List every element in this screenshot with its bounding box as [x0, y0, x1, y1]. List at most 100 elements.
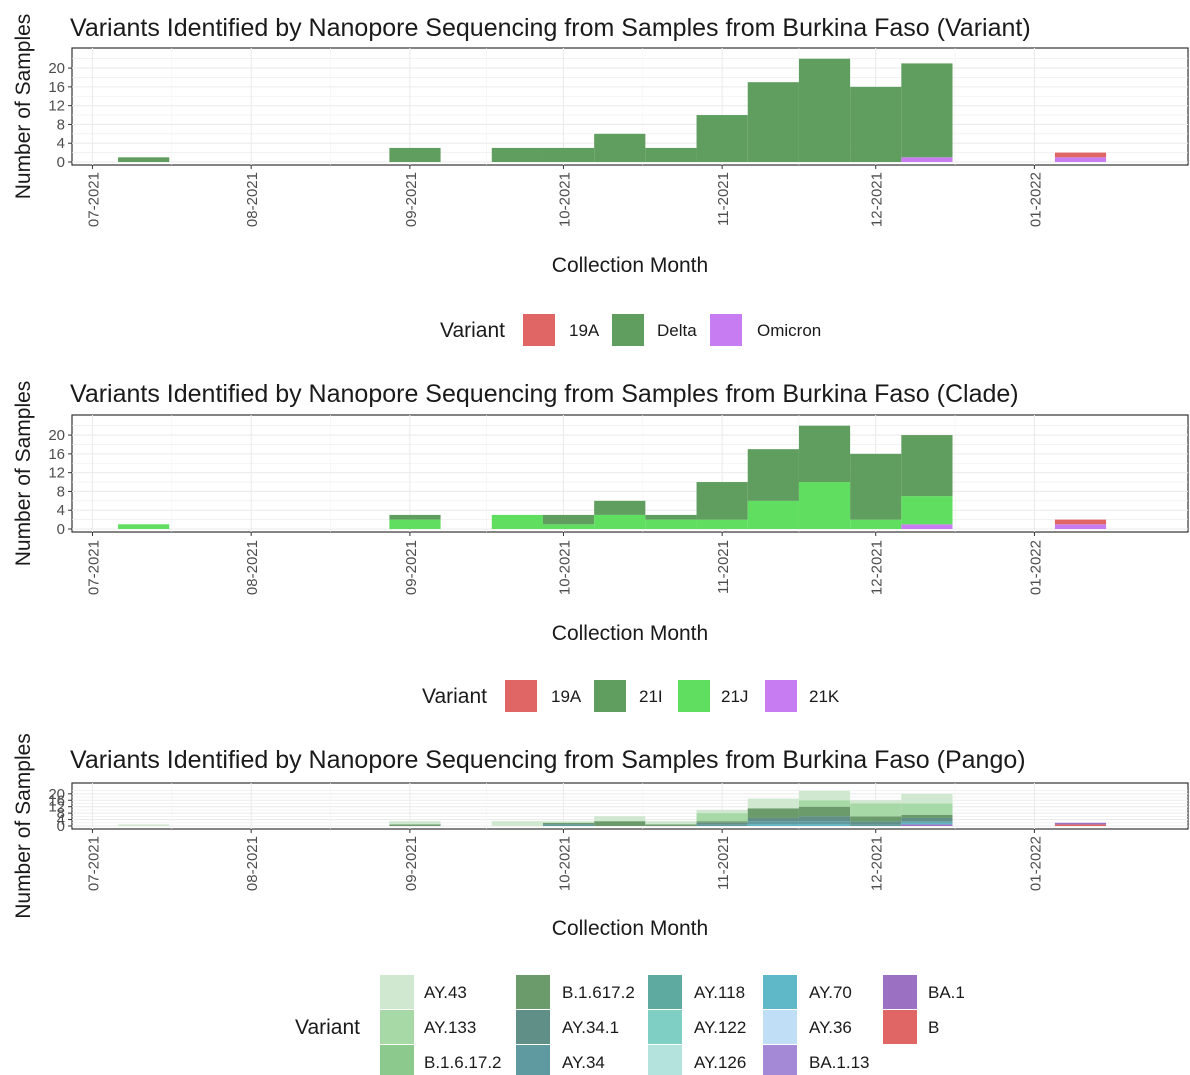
legend-label: B.1.617.2 — [562, 983, 635, 1002]
bar-AY.133 — [850, 803, 902, 817]
legend-label: AY.126 — [694, 1053, 746, 1072]
bar-BA.1 — [901, 824, 953, 826]
y-tick-label: 0 — [57, 154, 65, 171]
x-tick-label: 10-2021 — [556, 836, 573, 891]
legend-key — [380, 975, 414, 1009]
bar-21K — [901, 524, 953, 529]
legend-label: AY.70 — [809, 983, 852, 1002]
legend: Variant 19A Delta Omicron — [440, 314, 821, 346]
bar-AY.43 — [594, 816, 646, 822]
x-tick-label: 12-2021 — [869, 172, 886, 227]
bar-AY.34.1 — [747, 817, 799, 822]
legend-key — [516, 975, 550, 1009]
bar-Delta — [645, 147, 697, 162]
bar-21J — [696, 519, 748, 529]
bar-21J — [491, 514, 543, 529]
x-axis: 07-2021 08-2021 09-2021 10-2021 11-2021 12-20… — [85, 829, 1044, 891]
legend-label: AY.133 — [424, 1018, 476, 1037]
bar-AY.133 — [901, 803, 953, 815]
x-tick-label: 10-2021 — [556, 172, 573, 227]
bar-B.1.617.2 — [901, 814, 953, 818]
bar-21J — [389, 519, 441, 529]
legend-label: AY.43 — [424, 983, 467, 1002]
bar-AY.70 — [798, 824, 851, 826]
bar-21I — [850, 453, 902, 520]
legend-label: AY.118 — [694, 983, 745, 1002]
bar-B.1.617.2 — [645, 824, 697, 826]
x-axis: 07-2021 08-2021 09-2021 10-2021 11-2021 12-20… — [85, 532, 1044, 595]
legend-label: BA.1.13 — [809, 1053, 870, 1072]
bar-21J — [118, 524, 170, 529]
bar-AY.34.1 — [901, 817, 953, 822]
legend-key — [678, 680, 710, 712]
bar-21I — [542, 514, 595, 525]
legend-title: Variant — [295, 1016, 360, 1039]
bar-Omicron — [901, 157, 953, 162]
bar-21K — [1054, 524, 1107, 529]
y-tick-label: 16 — [48, 792, 65, 809]
x-axis-label: Collection Month — [552, 254, 708, 277]
bar-B.1.617.2 — [850, 816, 902, 822]
legend-key — [380, 1045, 414, 1075]
chart-title: Variants Identified by Nanopore Sequenci… — [70, 746, 1026, 774]
legend-label: BA.1 — [928, 983, 965, 1002]
legend-key — [763, 1010, 797, 1044]
bar-Delta — [389, 147, 441, 162]
bar-AY.34 — [901, 821, 953, 823]
legend-key — [883, 975, 917, 1009]
chart-title: Variants Identified by Nanopore Sequenci… — [70, 14, 1031, 42]
legend-key — [648, 1010, 682, 1044]
y-tick-label: 20 — [48, 427, 65, 444]
bar-AY.133 — [696, 813, 748, 822]
y-tick-label: 16 — [48, 79, 65, 96]
bar-AY.43 — [798, 790, 851, 801]
x-tick-label: 08-2021 — [244, 836, 261, 891]
legend-key — [710, 314, 742, 346]
bar-Delta — [542, 147, 595, 162]
y-tick-label: 8 — [57, 116, 65, 133]
bar-Delta — [491, 147, 543, 162]
grid — [72, 48, 1188, 165]
legend-label: AY.34.1 — [562, 1018, 619, 1037]
y-axis-label: Number of Samples — [12, 381, 35, 567]
bar-AY.34.1 — [696, 822, 748, 825]
y-tick-label: 20 — [48, 786, 65, 803]
x-tick-label: 01-2022 — [1027, 836, 1044, 891]
legend-key — [648, 1045, 682, 1075]
bar-AY.43 — [389, 821, 441, 825]
bar-AY.34 — [798, 821, 851, 825]
bar-BA.1 — [1054, 822, 1107, 825]
chart-title: Variants Identified by Nanopore Sequenci… — [70, 380, 1019, 408]
bar-AY.43 — [118, 824, 170, 826]
x-tick-label: 11-2021 — [715, 172, 732, 226]
legend-key — [505, 680, 537, 712]
y-tick-label: 12 — [48, 799, 65, 816]
x-axis-label: Collection Month — [552, 917, 708, 940]
x-axis: 07-2021 08-2021 09-2021 10-2021 11-2021 12-20… — [85, 165, 1044, 227]
bar-Delta — [118, 157, 170, 162]
x-axis-label: Collection Month — [552, 622, 708, 645]
x-tick-label: 12-2021 — [869, 836, 886, 891]
bar-21I — [645, 514, 697, 520]
legend-title: Variant — [422, 685, 487, 708]
bar-AY.34 — [747, 821, 799, 825]
legend: Variant AY.43 AY.133 B.1.6.17.2 B.1.617.2 AY.… — [295, 975, 965, 1075]
bar-21I — [798, 425, 851, 483]
x-tick-label: 09-2021 — [403, 172, 420, 227]
bar-Delta — [798, 58, 851, 163]
bar-21J — [798, 482, 851, 529]
legend-label: Omicron — [757, 321, 821, 340]
legend-key — [648, 975, 682, 1009]
y-tick-label: 0 — [57, 521, 65, 538]
legend-key — [516, 1045, 550, 1075]
y-axis-label: Number of Samples — [12, 14, 35, 200]
bar-AY.43 — [645, 821, 697, 825]
legend-key — [883, 1010, 917, 1044]
bar-AY.34 — [850, 824, 902, 826]
x-tick-label: 10-2021 — [556, 540, 573, 595]
